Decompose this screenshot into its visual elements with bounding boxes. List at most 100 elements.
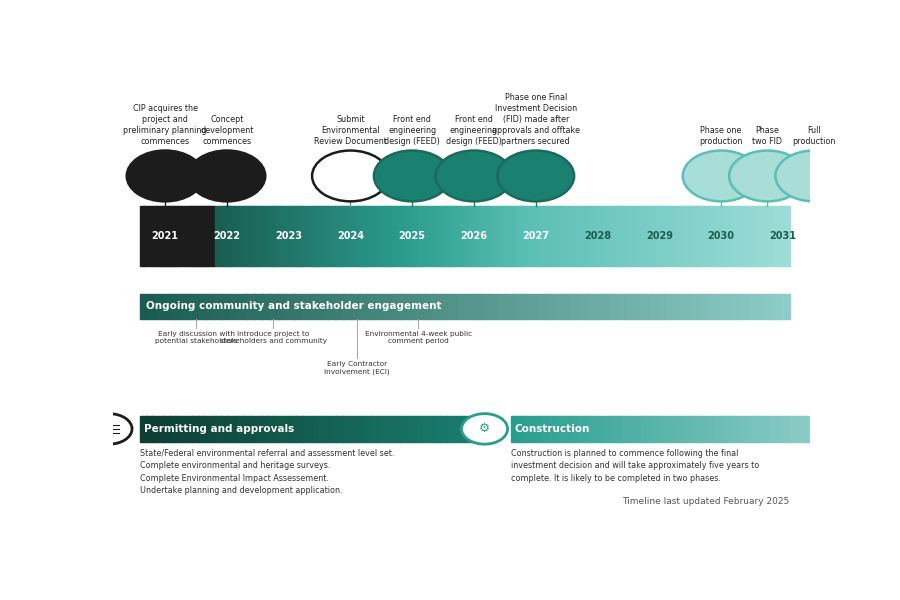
Bar xyxy=(153,206,157,266)
Bar xyxy=(471,206,474,266)
Bar xyxy=(436,206,441,266)
Bar xyxy=(252,206,256,266)
Bar xyxy=(449,206,453,266)
Bar xyxy=(489,294,498,319)
Bar xyxy=(595,294,603,319)
Bar xyxy=(431,206,435,266)
Bar xyxy=(140,416,147,442)
Bar xyxy=(382,416,389,442)
Bar xyxy=(296,416,302,442)
Bar xyxy=(147,206,150,266)
Bar xyxy=(457,416,464,442)
Bar xyxy=(343,206,347,266)
Bar xyxy=(554,416,562,442)
Bar xyxy=(267,416,274,442)
Bar xyxy=(656,206,660,266)
Bar xyxy=(692,294,700,319)
Bar xyxy=(638,206,642,266)
Bar xyxy=(342,416,348,442)
Bar xyxy=(786,206,790,266)
Circle shape xyxy=(86,413,132,444)
Bar xyxy=(758,206,762,266)
Bar xyxy=(814,416,821,442)
Bar xyxy=(783,416,790,442)
Bar xyxy=(348,416,355,442)
Bar xyxy=(227,206,231,266)
Bar xyxy=(734,416,741,442)
Bar xyxy=(604,206,608,266)
Bar xyxy=(524,206,527,266)
Bar xyxy=(302,206,306,266)
Bar xyxy=(193,416,199,442)
Bar xyxy=(203,416,211,442)
Bar xyxy=(520,206,524,266)
Bar xyxy=(481,206,484,266)
Bar xyxy=(518,416,524,442)
Bar xyxy=(529,206,534,266)
Bar xyxy=(752,206,756,266)
Bar xyxy=(576,206,580,266)
Bar xyxy=(781,294,790,319)
Bar xyxy=(233,416,239,442)
Bar xyxy=(349,206,354,266)
Bar xyxy=(497,294,506,319)
Bar xyxy=(175,206,178,266)
Bar xyxy=(464,206,469,266)
Bar xyxy=(434,206,437,266)
Bar xyxy=(424,294,433,319)
Bar xyxy=(752,416,759,442)
Bar xyxy=(459,206,463,266)
Bar xyxy=(647,206,651,266)
Bar xyxy=(706,206,709,266)
Bar xyxy=(158,416,164,442)
Bar xyxy=(641,416,648,442)
Text: 2030: 2030 xyxy=(707,231,734,241)
Bar xyxy=(610,206,614,266)
Bar xyxy=(173,294,182,319)
Bar xyxy=(221,294,230,319)
Bar xyxy=(616,416,623,442)
Bar xyxy=(472,294,482,319)
Bar xyxy=(221,416,228,442)
Bar xyxy=(152,416,158,442)
Bar xyxy=(749,206,752,266)
Bar xyxy=(662,206,666,266)
Bar xyxy=(774,206,778,266)
Bar xyxy=(448,294,457,319)
Bar xyxy=(641,206,644,266)
Bar xyxy=(542,416,549,442)
Bar xyxy=(224,206,228,266)
Bar xyxy=(193,206,197,266)
Bar xyxy=(746,206,750,266)
Bar xyxy=(186,206,191,266)
Text: State/Federal environmental referral and assessment level set.
Complete environm: State/Federal environmental referral and… xyxy=(140,449,395,495)
Bar xyxy=(675,206,679,266)
Bar xyxy=(492,206,496,266)
Bar xyxy=(462,206,465,266)
Bar xyxy=(690,206,694,266)
Bar xyxy=(271,206,274,266)
Bar xyxy=(157,294,166,319)
Bar xyxy=(660,294,668,319)
Bar xyxy=(699,206,703,266)
Bar xyxy=(400,294,409,319)
Bar xyxy=(697,206,700,266)
Bar xyxy=(406,206,410,266)
Bar xyxy=(616,206,620,266)
Bar xyxy=(647,416,654,442)
Bar xyxy=(443,206,447,266)
Bar xyxy=(256,416,262,442)
Bar xyxy=(300,206,303,266)
Bar xyxy=(665,206,670,266)
Bar xyxy=(256,206,259,266)
Bar xyxy=(184,206,187,266)
Text: Construction is planned to commence following the final
investment decision and : Construction is planned to commence foll… xyxy=(511,449,760,482)
Bar xyxy=(391,206,394,266)
Bar xyxy=(724,294,733,319)
Text: Construction: Construction xyxy=(515,424,590,434)
Bar xyxy=(632,206,635,266)
Bar xyxy=(181,416,187,442)
Text: Phase
two FID: Phase two FID xyxy=(752,126,782,146)
Bar xyxy=(570,294,579,319)
Bar xyxy=(148,294,157,319)
